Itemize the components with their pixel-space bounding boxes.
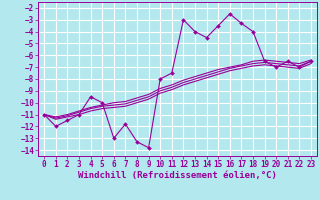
X-axis label: Windchill (Refroidissement éolien,°C): Windchill (Refroidissement éolien,°C): [78, 171, 277, 180]
